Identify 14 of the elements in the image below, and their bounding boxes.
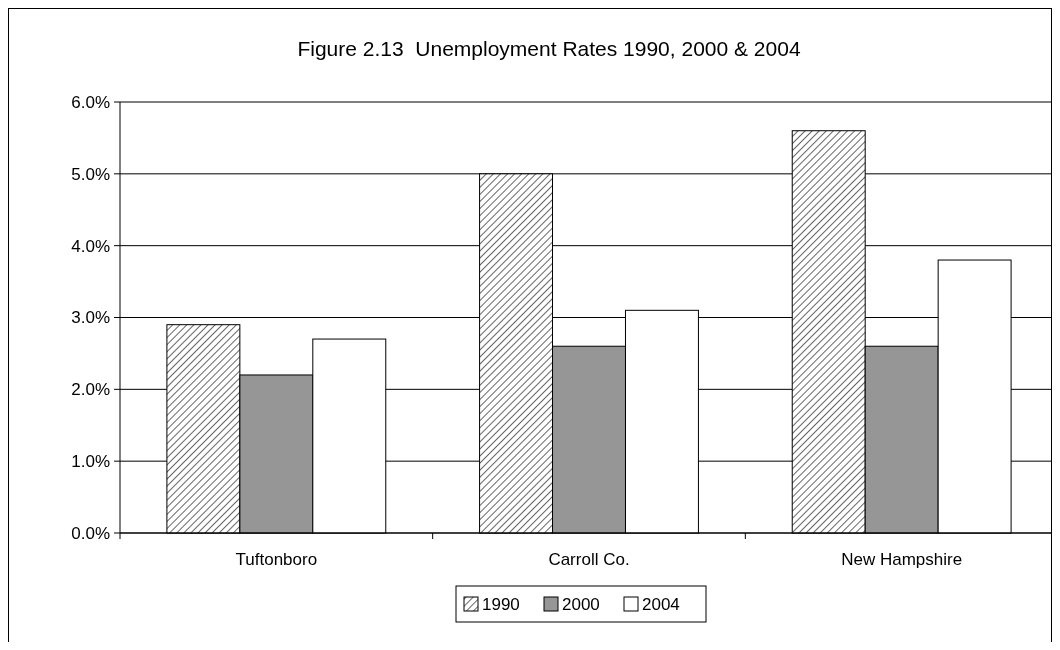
y-tick-label: 3.0%	[71, 308, 110, 328]
y-tick-label: 0.0%	[71, 523, 110, 543]
y-tick-label: 4.0%	[71, 236, 110, 256]
legend-label: 2004	[642, 594, 680, 614]
y-tick-label: 5.0%	[71, 164, 110, 184]
x-tick-label: New Hampshire	[841, 550, 963, 569]
y-tick-label: 1.0%	[71, 452, 110, 472]
y-tick-label: 6.0%	[71, 92, 110, 112]
legend-label: 2000	[562, 594, 600, 614]
x-tick-label: Tuftonboro	[235, 550, 318, 569]
chart-title: Figure 2.13 Unemployment Rates 1990, 2000 & 2004	[297, 37, 801, 60]
y-tick-label: 2.0%	[71, 380, 110, 400]
legend-label: 1990	[482, 594, 520, 614]
x-tick-label: Carroll Co.	[548, 550, 630, 569]
